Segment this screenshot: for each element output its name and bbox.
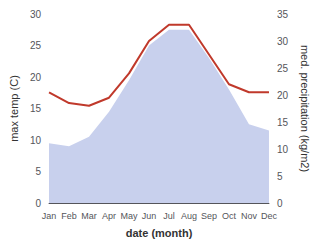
svg-text:10: 10 — [277, 144, 289, 155]
svg-text:date (month): date (month) — [126, 227, 193, 239]
svg-text:Jul: Jul — [163, 211, 175, 221]
svg-text:20: 20 — [30, 72, 42, 83]
svg-text:Sep: Sep — [201, 211, 217, 221]
svg-text:Apr: Apr — [102, 211, 116, 221]
svg-text:Jun: Jun — [142, 211, 157, 221]
svg-text:15: 15 — [277, 117, 289, 128]
svg-text:Nov: Nov — [241, 211, 258, 221]
svg-text:15: 15 — [30, 103, 42, 114]
svg-text:Aug: Aug — [181, 211, 197, 221]
svg-text:med. precipitation (kg/m2): med. precipitation (kg/m2) — [299, 45, 311, 172]
svg-text:35: 35 — [277, 9, 289, 20]
svg-text:May: May — [120, 211, 138, 221]
svg-text:Jan: Jan — [42, 211, 57, 221]
svg-text:10: 10 — [30, 135, 42, 146]
svg-text:25: 25 — [30, 40, 42, 51]
svg-text:20: 20 — [277, 90, 289, 101]
svg-text:Feb: Feb — [61, 211, 77, 221]
svg-text:Dec: Dec — [261, 211, 278, 221]
svg-text:5: 5 — [277, 171, 283, 182]
svg-text:Mar: Mar — [81, 211, 97, 221]
svg-text:Oct: Oct — [222, 211, 237, 221]
svg-text:max temp (C): max temp (C) — [8, 75, 20, 142]
svg-text:25: 25 — [277, 63, 289, 74]
svg-text:5: 5 — [35, 166, 41, 177]
svg-text:30: 30 — [30, 9, 42, 20]
svg-text:0: 0 — [35, 198, 41, 209]
svg-text:30: 30 — [277, 36, 289, 47]
svg-text:0: 0 — [277, 198, 283, 209]
